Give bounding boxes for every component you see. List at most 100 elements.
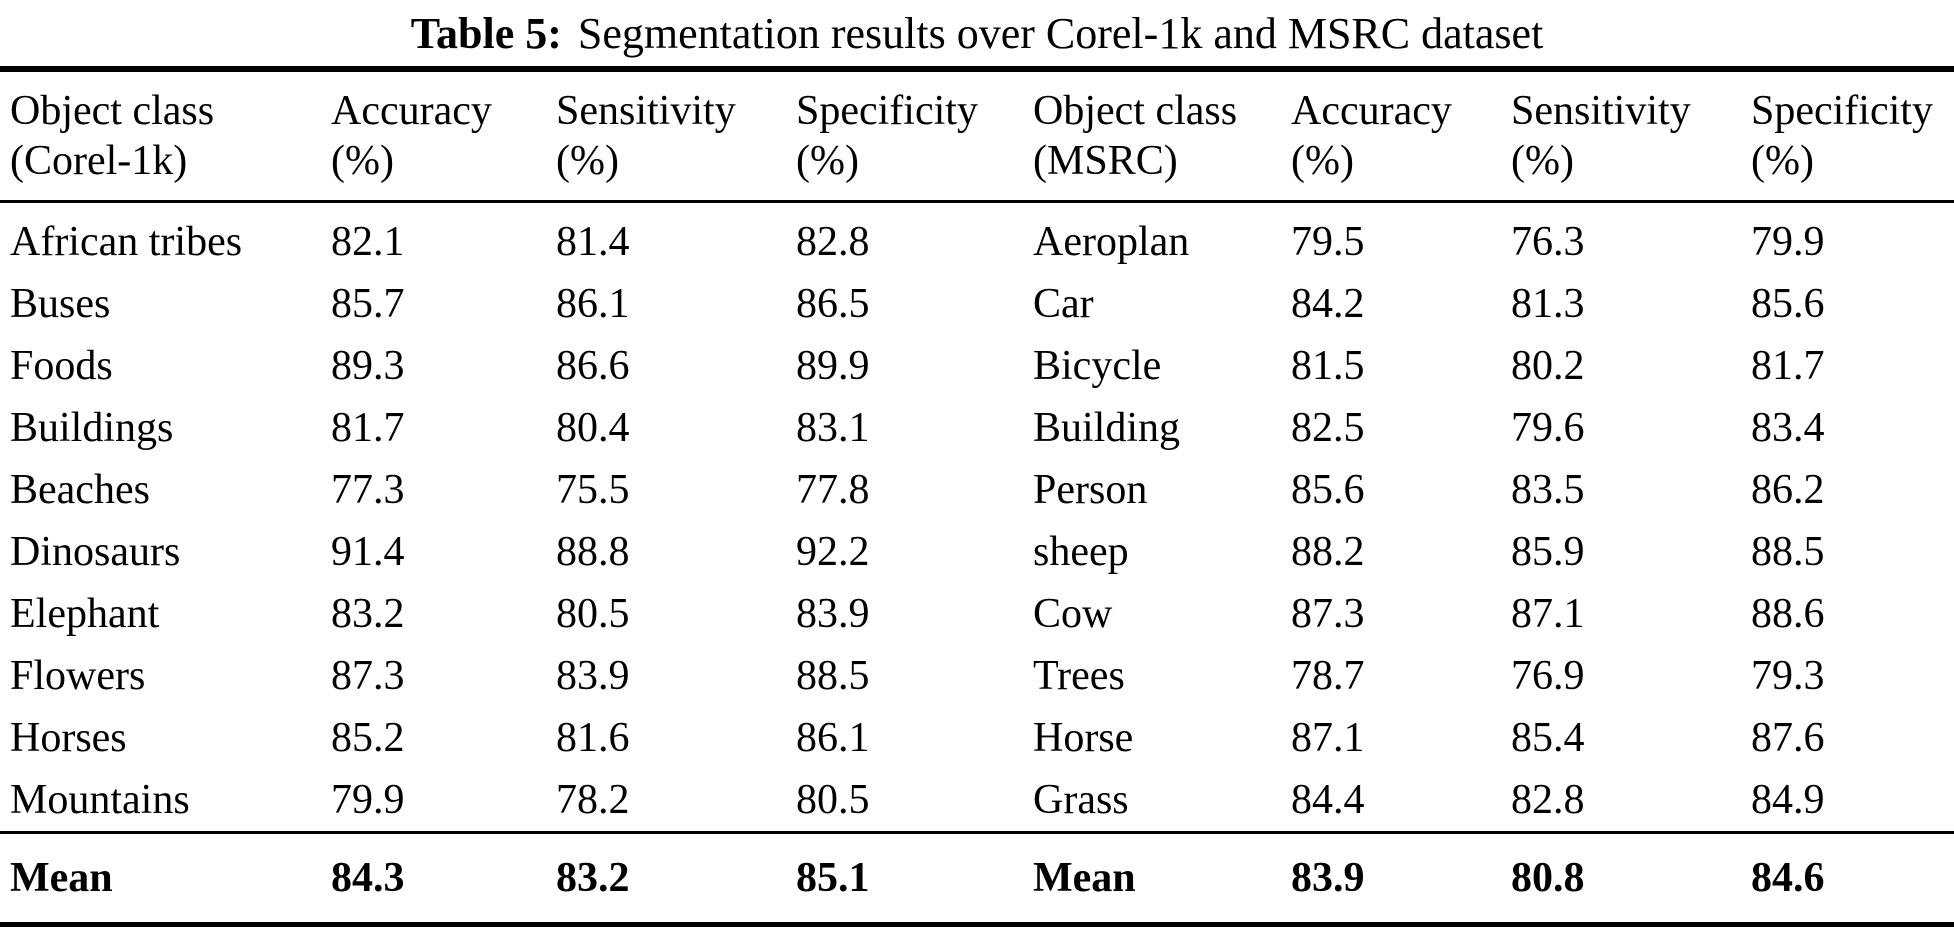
msrc-specificity-cell: 84.9: [1751, 777, 1825, 823]
msrc-sensitivity-cell: 85.9: [1511, 529, 1585, 575]
header-line2: (%): [796, 138, 859, 184]
msrc-class-cell: Horse: [1033, 715, 1134, 761]
msrc-specificity-cell: 86.2: [1751, 467, 1825, 513]
corel-sensitivity-cell: 88.8: [556, 529, 630, 575]
corel-class-cell: Elephant: [10, 591, 160, 637]
msrc-sensitivity-cell: 82.8: [1511, 777, 1585, 823]
msrc-specificity-cell: 87.6: [1751, 715, 1825, 761]
corel-sensitivity-cell: 78.2: [556, 777, 630, 823]
corel-specificity-cell: 83.9: [796, 591, 870, 637]
header-msrc-class: Object class (MSRC): [1023, 66, 1285, 203]
table-row: Mountains 79.9 78.2 80.5 Grass 84.4 82.8…: [0, 769, 1954, 833]
header-line2: (%): [1511, 138, 1574, 184]
table-caption-label: Table 5:: [410, 8, 562, 58]
table-row: African tribes 82.1 81.4 82.8 Aeroplan 7…: [0, 202, 1954, 274]
corel-sensitivity-cell: 80.4: [556, 405, 630, 451]
msrc-accuracy-cell: 79.5: [1291, 219, 1365, 265]
table-row: Dinosaurs 91.4 88.8 92.2 sheep 88.2 85.9…: [0, 521, 1954, 583]
msrc-mean-accuracy: 83.9: [1285, 831, 1505, 927]
header-row: Object class (Corel-1k) Accuracy (%) Sen…: [0, 66, 1954, 203]
corel-accuracy-cell: 85.7: [331, 281, 405, 327]
corel-class-cell: Mountains: [10, 777, 190, 823]
msrc-specificity-cell: 88.5: [1751, 529, 1825, 575]
msrc-mean-specificity: 84.6: [1745, 831, 1954, 927]
msrc-sensitivity-cell: 85.4: [1511, 715, 1585, 761]
msrc-sensitivity-cell: 76.9: [1511, 653, 1585, 699]
table-body: African tribes 82.1 81.4 82.8 Aeroplan 7…: [0, 202, 1954, 833]
corel-sensitivity-cell: 81.6: [556, 715, 630, 761]
msrc-class-cell: Car: [1033, 281, 1094, 327]
corel-class-cell: Foods: [10, 343, 113, 389]
table-row: Elephant 83.2 80.5 83.9 Cow 87.3 87.1 88…: [0, 583, 1954, 645]
corel-specificity-cell: 86.5: [796, 281, 870, 327]
corel-class-cell: Buses: [10, 281, 111, 327]
table-row: Flowers 87.3 83.9 88.5 Trees 78.7 76.9 7…: [0, 645, 1954, 707]
header-line1: Sensitivity: [1511, 87, 1691, 134]
msrc-sensitivity-cell: 80.2: [1511, 343, 1585, 389]
msrc-sensitivity-cell: 79.6: [1511, 405, 1585, 451]
msrc-specificity-cell: 83.4: [1751, 405, 1825, 451]
header-line1: Object class: [10, 87, 215, 134]
msrc-accuracy-cell: 87.1: [1291, 715, 1365, 761]
corel-sensitivity-cell: 75.5: [556, 467, 630, 513]
corel-specificity-cell: 92.2: [796, 529, 870, 575]
msrc-accuracy-cell: 87.3: [1291, 591, 1365, 637]
header-msrc-accuracy: Accuracy (%): [1285, 66, 1505, 203]
msrc-specificity-cell: 79.3: [1751, 653, 1825, 699]
corel-accuracy-cell: 87.3: [331, 653, 405, 699]
msrc-accuracy-cell: 84.2: [1291, 281, 1365, 327]
table-header: Object class (Corel-1k) Accuracy (%) Sen…: [0, 66, 1954, 203]
msrc-specificity-cell: 85.6: [1751, 281, 1825, 327]
msrc-sensitivity-cell: 87.1: [1511, 591, 1585, 637]
header-line1: Object class: [1033, 87, 1238, 134]
corel-accuracy-cell: 82.1: [331, 219, 405, 265]
corel-class-cell: Horses: [10, 715, 127, 761]
corel-accuracy-cell: 85.2: [331, 715, 405, 761]
header-corel-sensitivity: Sensitivity (%): [550, 66, 790, 203]
corel-class-cell: Buildings: [10, 405, 174, 451]
msrc-class-cell: Building: [1033, 405, 1181, 451]
header-line1: Accuracy: [1291, 87, 1452, 134]
header-corel-accuracy: Accuracy (%): [325, 66, 550, 203]
table-row: Buildings 81.7 80.4 83.1 Building 82.5 7…: [0, 397, 1954, 459]
header-line1: Specificity: [1751, 87, 1933, 134]
header-msrc-sensitivity: Sensitivity (%): [1505, 66, 1745, 203]
header-corel-specificity: Specificity (%): [790, 66, 1023, 203]
header-line2: (%): [331, 138, 394, 184]
msrc-sensitivity-cell: 76.3: [1511, 219, 1585, 265]
header-line2: (%): [556, 138, 619, 184]
corel-specificity-cell: 77.8: [796, 467, 870, 513]
msrc-accuracy-cell: 88.2: [1291, 529, 1365, 575]
msrc-class-cell: Person: [1033, 467, 1148, 513]
table-row: Foods 89.3 86.6 89.9 Bicycle 81.5 80.2 8…: [0, 335, 1954, 397]
msrc-accuracy-cell: 82.5: [1291, 405, 1365, 451]
mean-row: Mean 84.3 83.2 85.1 Mean 83.9 80.8 84.6: [0, 831, 1954, 927]
header-line1: Accuracy: [331, 87, 492, 134]
corel-class-cell: African tribes: [10, 219, 243, 265]
corel-sensitivity-cell: 81.4: [556, 219, 630, 265]
header-line2: (MSRC): [1033, 138, 1178, 184]
msrc-mean-label: Mean: [1023, 831, 1285, 927]
corel-sensitivity-cell: 83.9: [556, 653, 630, 699]
msrc-class-cell: Bicycle: [1033, 343, 1162, 389]
msrc-accuracy-cell: 84.4: [1291, 777, 1365, 823]
header-line2: (Corel-1k): [10, 138, 188, 184]
msrc-mean-sensitivity: 80.8: [1505, 831, 1745, 927]
corel-sensitivity-cell: 86.1: [556, 281, 630, 327]
msrc-sensitivity-cell: 83.5: [1511, 467, 1585, 513]
header-line2: (%): [1751, 138, 1814, 184]
msrc-accuracy-cell: 85.6: [1291, 467, 1365, 513]
corel-mean-sensitivity: 83.2: [550, 831, 790, 927]
header-line1: Sensitivity: [556, 87, 736, 134]
results-table: Object class (Corel-1k) Accuracy (%) Sen…: [0, 66, 1954, 927]
msrc-class-cell: Trees: [1033, 653, 1125, 699]
msrc-class-cell: Cow: [1033, 591, 1113, 637]
corel-class-cell: Dinosaurs: [10, 529, 181, 575]
corel-accuracy-cell: 83.2: [331, 591, 405, 637]
corel-specificity-cell: 88.5: [796, 653, 870, 699]
msrc-specificity-cell: 81.7: [1751, 343, 1825, 389]
table-row: Buses 85.7 86.1 86.5 Car 84.2 81.3 85.6: [0, 273, 1954, 335]
corel-mean-specificity: 85.1: [790, 831, 1023, 927]
corel-accuracy-cell: 89.3: [331, 343, 405, 389]
